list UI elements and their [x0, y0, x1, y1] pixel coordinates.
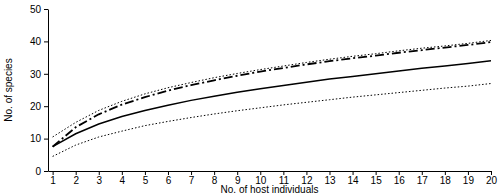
- x-tick: 19: [463, 171, 475, 186]
- chart: 1234567891011121314151617181920010203040…: [0, 0, 500, 195]
- x-tick: 18: [440, 171, 452, 186]
- x-tick-label: 13: [324, 175, 336, 186]
- y-tick: 50: [30, 4, 48, 15]
- x-tick: 7: [189, 171, 195, 186]
- x-tick-label: 19: [463, 175, 475, 186]
- y-axis-line: [48, 10, 49, 172]
- x-tick-label: 3: [96, 175, 102, 186]
- x-axis-line: [49, 171, 492, 172]
- x-tick-label: 15: [371, 175, 383, 186]
- x-tick: 20: [486, 171, 498, 186]
- x-tick: 4: [120, 171, 126, 186]
- x-tick: 15: [371, 171, 383, 186]
- y-tick-label: 50: [30, 4, 42, 15]
- x-tick-label: 2: [73, 175, 79, 186]
- lines: [53, 40, 491, 156]
- x-tick-label: 8: [212, 175, 218, 186]
- y-tick: 0: [35, 166, 48, 177]
- y-tick-mark: [44, 9, 48, 10]
- y-tick-label: 20: [30, 101, 42, 112]
- y-axis-title: No. of species: [3, 58, 14, 121]
- x-tick: 1: [50, 171, 56, 186]
- x-tick: 14: [348, 171, 360, 186]
- x-tick-label: 18: [440, 175, 452, 186]
- y-tick-mark: [44, 171, 48, 172]
- y-tick-label: 30: [30, 69, 42, 80]
- y-tick: 10: [30, 133, 48, 144]
- x-tick-label: 14: [348, 175, 360, 186]
- y-tick-mark: [44, 41, 48, 42]
- series-line: [53, 42, 491, 147]
- y-tick: 20: [30, 101, 48, 112]
- y-tick-mark: [44, 74, 48, 75]
- x-tick: 16: [394, 171, 406, 186]
- y-tick: 40: [30, 36, 48, 47]
- y-tick: 30: [30, 69, 48, 80]
- x-tick: 13: [324, 171, 336, 186]
- x-tick: 8: [212, 171, 218, 186]
- y-tick-label: 10: [30, 133, 42, 144]
- x-tick: 2: [73, 171, 79, 186]
- y-tick-mark: [44, 106, 48, 107]
- x-tick: 5: [143, 171, 149, 186]
- x-tick-label: 6: [166, 175, 172, 186]
- y-axis: 0 10 20 30 40 50: [30, 4, 49, 177]
- x-tick-label: 16: [394, 175, 406, 186]
- x-tick-label: 20: [486, 175, 498, 186]
- x-tick-label: 7: [189, 175, 195, 186]
- x-tick: 17: [417, 171, 429, 186]
- x-tick-label: 1: [50, 175, 56, 186]
- series-line: [53, 61, 491, 147]
- x-tick-label: 17: [417, 175, 429, 186]
- series-line: [53, 40, 491, 137]
- y-tick-mark: [44, 139, 48, 140]
- x-tick: 3: [96, 171, 102, 186]
- x-axis-title: No. of host individuals: [221, 184, 319, 195]
- x-tick: 6: [166, 171, 172, 186]
- x-tick-label: 4: [120, 175, 126, 186]
- series-line: [53, 84, 491, 157]
- y-tick-label: 40: [30, 36, 42, 47]
- x-tick-label: 5: [143, 175, 149, 186]
- plot-area: 1234567891011121314151617181920010203040…: [30, 4, 498, 186]
- y-tick-label: 0: [35, 166, 41, 177]
